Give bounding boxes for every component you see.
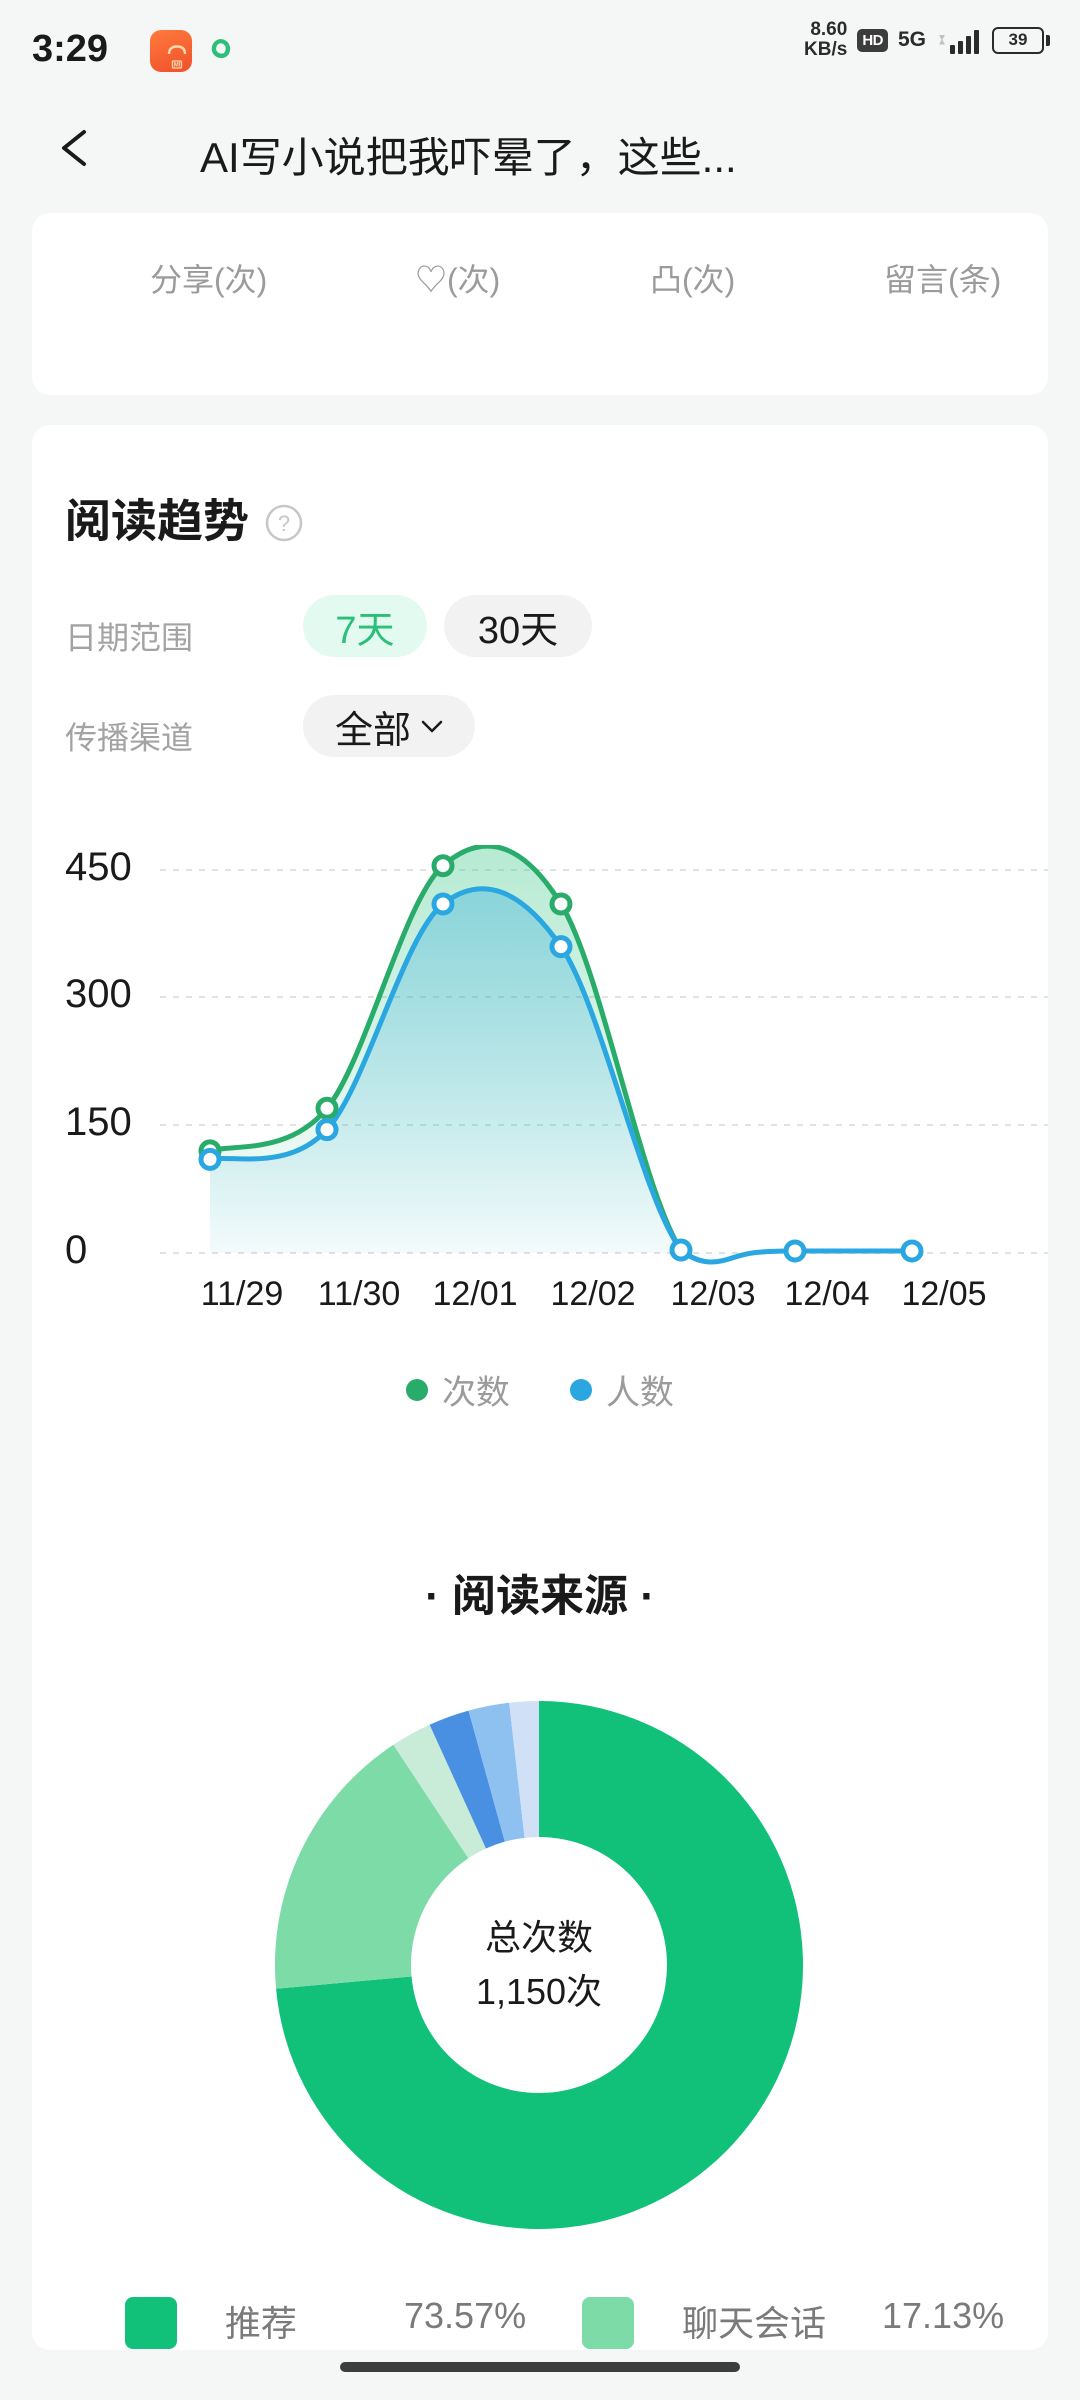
svg-text:MI: MI [174,62,181,69]
svg-text:?: ? [278,511,290,536]
